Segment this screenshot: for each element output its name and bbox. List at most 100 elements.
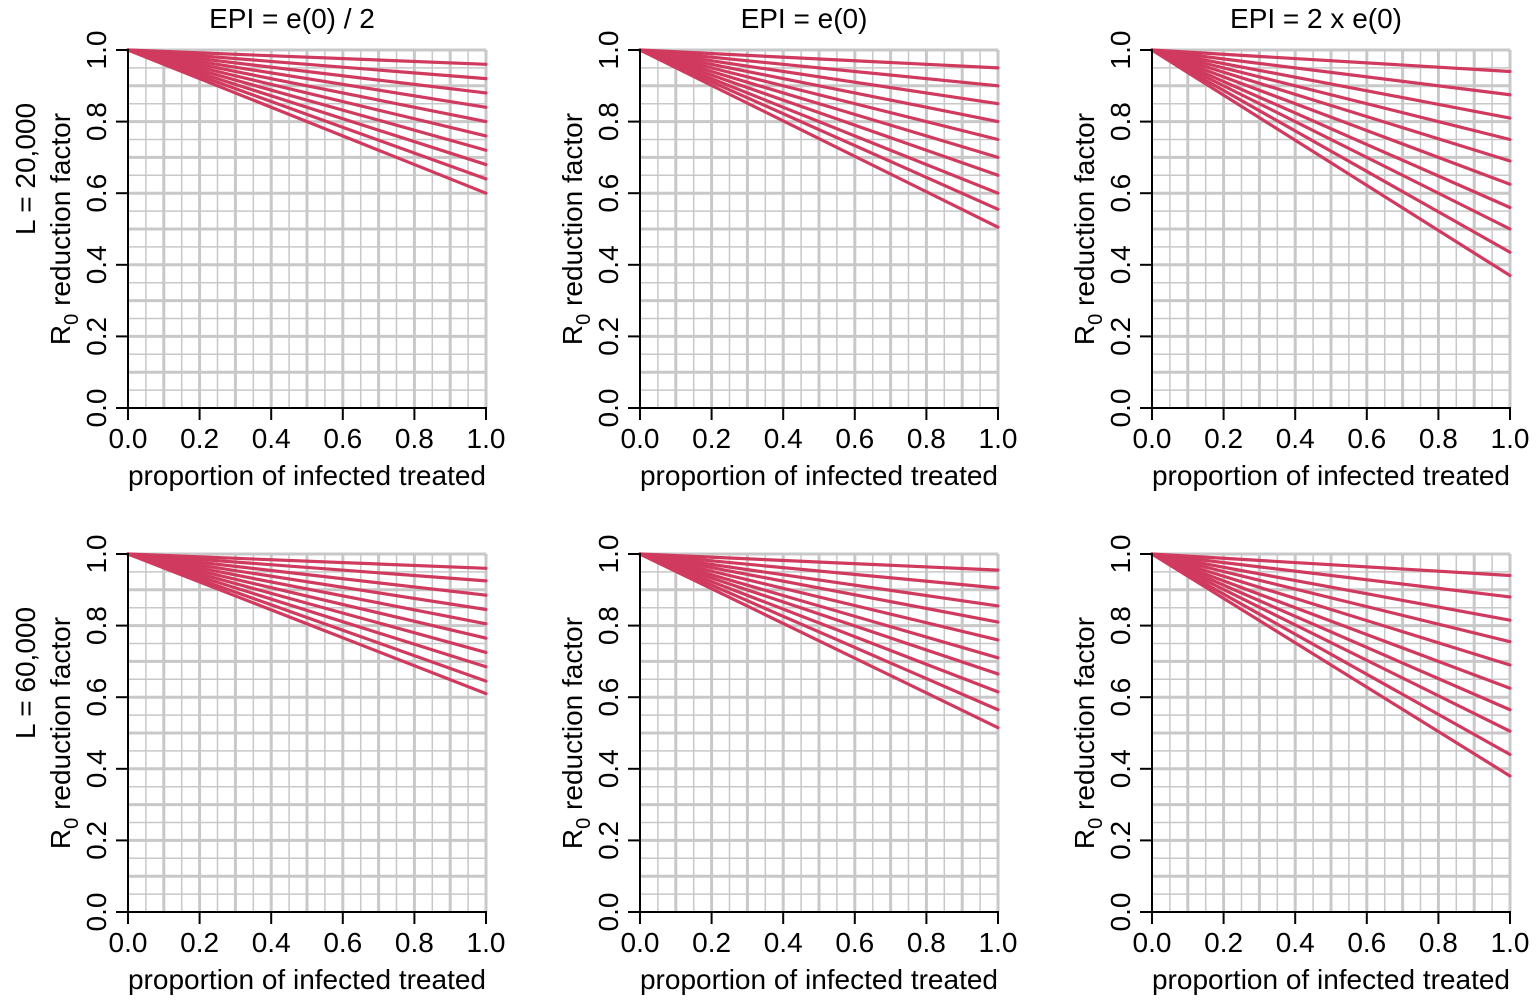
y-axis-label: R0 reduction factor xyxy=(1069,113,1107,345)
x-tick-label: 0.0 xyxy=(109,423,148,454)
series-line xyxy=(1150,48,1512,97)
y-tick-label: 1.0 xyxy=(81,535,112,574)
series-line xyxy=(1150,552,1512,690)
x-tick-label: 0.0 xyxy=(621,423,660,454)
series-line xyxy=(638,48,1000,124)
x-tick-label: 0.2 xyxy=(1204,423,1243,454)
x-tick-label: 0.4 xyxy=(764,927,803,958)
series-line xyxy=(638,48,1000,70)
y-axis-label-rest: reduction factor xyxy=(557,617,588,818)
series-line xyxy=(638,552,1000,694)
x-tick-label: 0.8 xyxy=(1419,423,1458,454)
y-tick-label: 1.0 xyxy=(593,535,624,574)
y-tick-label: 0.2 xyxy=(593,317,624,356)
x-tick-label: 0.4 xyxy=(252,423,291,454)
y-tick-label: 0.0 xyxy=(593,893,624,932)
x-tick-label: 0.8 xyxy=(907,423,946,454)
x-tick-label: 0.0 xyxy=(1133,927,1172,958)
x-tick-label: 1.0 xyxy=(467,423,506,454)
y-axis-label-rest: reduction factor xyxy=(557,113,588,314)
series-line xyxy=(1150,48,1512,210)
y-tick-label: 0.4 xyxy=(1105,749,1136,788)
x-tick-label: 0.0 xyxy=(109,927,148,958)
series-line xyxy=(638,48,1000,211)
series-line xyxy=(1150,48,1512,74)
y-axis-label-rest: reduction factor xyxy=(1069,617,1100,818)
y-axis-label: R0 reduction factor xyxy=(45,113,83,345)
y-tick-label: 0.6 xyxy=(1105,174,1136,213)
x-tick-label: 0.8 xyxy=(395,423,434,454)
y-axis-label-main: R xyxy=(557,829,588,849)
series-line xyxy=(638,552,1000,660)
y-axis-label-subscript: 0 xyxy=(573,818,595,829)
series-line xyxy=(638,552,1000,730)
y-axis-label-main: R xyxy=(45,829,76,849)
y-tick-label: 0.8 xyxy=(81,102,112,141)
y-axis-label-main: R xyxy=(557,325,588,345)
y-tick-label: 0.4 xyxy=(593,245,624,284)
series-line xyxy=(126,48,488,138)
y-tick-label: 0.6 xyxy=(81,678,112,717)
x-tick-label: 0.2 xyxy=(1204,927,1243,958)
x-axis-label: proportion of infected treated xyxy=(1152,460,1510,491)
gridlines xyxy=(1152,48,1512,408)
y-tick-label: 0.2 xyxy=(593,821,624,860)
y-tick-label: 0.8 xyxy=(1105,102,1136,141)
y-axis-label-main: R xyxy=(45,325,76,345)
x-tick-label: 0.2 xyxy=(180,423,219,454)
series-line xyxy=(638,552,1000,608)
series-line xyxy=(1150,552,1512,733)
series-line xyxy=(126,48,488,167)
series-line xyxy=(1150,552,1512,667)
y-axis-label: R0 reduction factor xyxy=(557,617,595,849)
series-line xyxy=(126,48,488,124)
x-tick-label: 0.8 xyxy=(395,927,434,958)
y-axis-label-rest: reduction factor xyxy=(45,617,76,818)
series-line xyxy=(126,552,488,640)
series-line xyxy=(126,552,488,570)
y-tick-label: 0.8 xyxy=(593,102,624,141)
y-tick-label: 0.4 xyxy=(1105,245,1136,284)
x-tick-label: 0.8 xyxy=(1419,927,1458,958)
y-tick-label: 0.0 xyxy=(81,389,112,428)
series-line xyxy=(1150,48,1512,186)
series-line xyxy=(126,552,488,655)
y-axis-label: R0 reduction factor xyxy=(45,617,83,849)
y-tick-label: 1.0 xyxy=(1105,535,1136,574)
x-tick-label: 0.6 xyxy=(835,423,874,454)
x-axis-label: proportion of infected treated xyxy=(128,460,486,491)
y-tick-label: 0.2 xyxy=(1105,317,1136,356)
y-axis-label-subscript: 0 xyxy=(1085,314,1107,325)
y-tick-label: 0.0 xyxy=(1105,389,1136,428)
y-tick-label: 0.4 xyxy=(81,245,112,284)
gridlines xyxy=(128,48,488,408)
y-tick-label: 0.6 xyxy=(1105,678,1136,717)
series-line xyxy=(126,48,488,152)
series-line xyxy=(1150,552,1512,599)
series-line xyxy=(1150,48,1512,231)
series-line xyxy=(1150,48,1512,163)
x-tick-label: 0.6 xyxy=(1347,423,1386,454)
series-line xyxy=(638,552,1000,712)
series-line xyxy=(126,48,488,195)
chart-panel: 0.0 0.2 0.4 0.6 0.8 1.0 0.0 0.2 0.4 0.6 0.8 1.0 prop… xyxy=(10,535,505,995)
x-tick-label: 0.4 xyxy=(252,927,291,958)
x-tick-label: 0.4 xyxy=(764,423,803,454)
x-tick-label: 1.0 xyxy=(467,927,506,958)
series-line xyxy=(638,48,1000,195)
series-line xyxy=(126,552,488,612)
series-line xyxy=(126,552,488,683)
series-line xyxy=(1150,48,1512,278)
y-axis-label: R0 reduction factor xyxy=(1069,617,1107,849)
chart-panel: 0.0 0.2 0.4 0.6 0.8 1.0 0.0 0.2 0.4 0.6 0.8 1.0 prop… xyxy=(557,3,1017,491)
row-label: L = 60,000 xyxy=(10,607,41,739)
series-line xyxy=(126,48,488,181)
series-line xyxy=(126,48,488,66)
series-line xyxy=(638,552,1000,590)
series-line xyxy=(126,48,488,81)
x-tick-label: 0.4 xyxy=(1276,423,1315,454)
series-line xyxy=(126,48,488,95)
y-tick-label: 0.8 xyxy=(81,606,112,645)
y-tick-label: 0.0 xyxy=(81,893,112,932)
x-tick-label: 1.0 xyxy=(1491,927,1530,958)
